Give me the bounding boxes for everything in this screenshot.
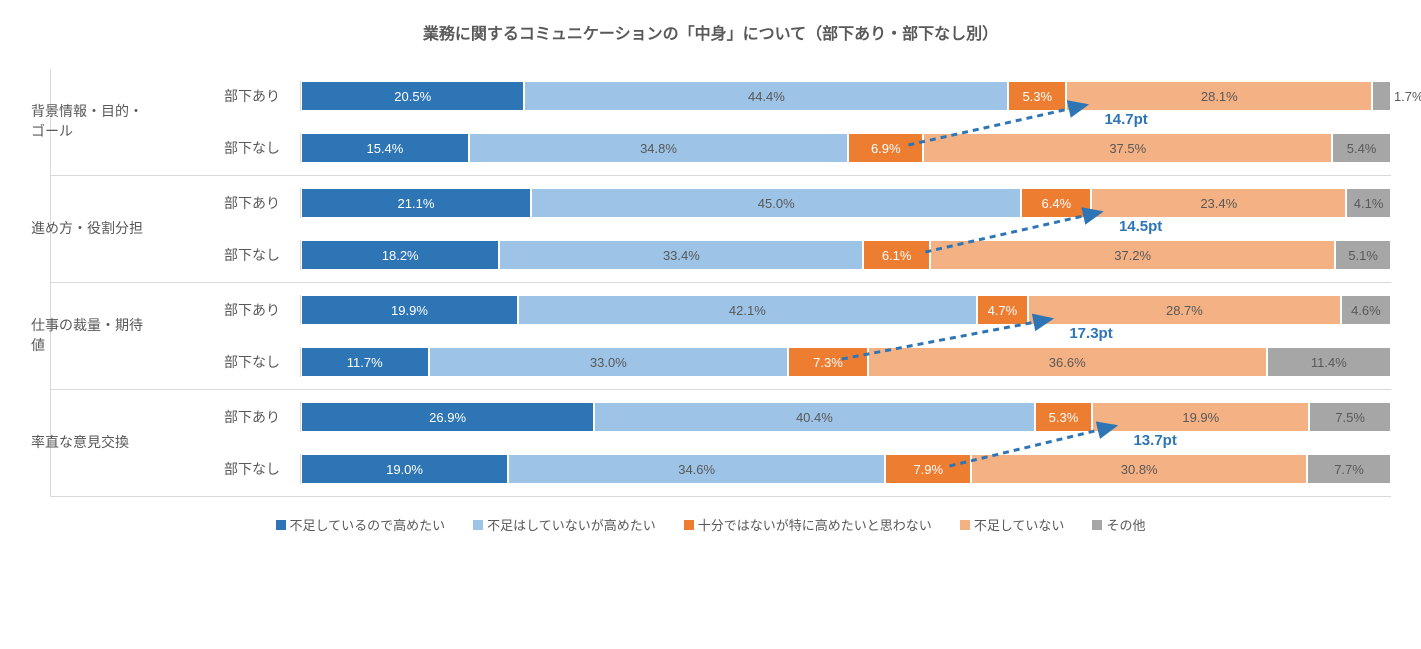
legend-swatch: [960, 520, 970, 530]
legend-item: その他: [1092, 515, 1145, 534]
stacked-bar: 26.9%40.4%5.3%19.9%7.5%: [301, 402, 1391, 432]
group-rows: 部下あり21.1%45.0%6.4%23.4%4.1%部下なし18.2%33.4…: [181, 176, 1391, 282]
legend-item: 不足していない: [960, 515, 1065, 534]
row-label: 部下なし: [181, 454, 301, 484]
legend-swatch: [276, 520, 286, 530]
stacked-bar: 19.9%42.1%4.7%28.7%4.6%: [301, 295, 1391, 325]
group-rows: 部下あり19.9%42.1%4.7%28.7%4.6%部下なし11.7%33.0…: [181, 283, 1391, 389]
bar-row: 部下なし15.4%34.8%6.9%37.5%5.4%: [181, 133, 1391, 163]
bar-segment: 5.4%: [1332, 133, 1391, 163]
bar-row: 部下なし18.2%33.4%6.1%37.2%5.1%: [181, 240, 1391, 270]
bar-segment: 34.6%: [508, 454, 885, 484]
chart-group: 率直な意見交換部下あり26.9%40.4%5.3%19.9%7.5%部下なし19…: [51, 389, 1391, 496]
gap-annotation: 14.7pt: [1104, 111, 1147, 128]
bar-segment: 7.3%: [788, 347, 868, 377]
bar-segment: 11.7%: [301, 347, 429, 377]
stacked-bar: 21.1%45.0%6.4%23.4%4.1%: [301, 188, 1391, 218]
group-rows: 部下あり20.5%44.4%5.3%28.1%1.7%部下なし15.4%34.8…: [181, 69, 1391, 175]
gap-annotation: 13.7pt: [1133, 432, 1176, 449]
bar-segment: 4.1%: [1346, 188, 1391, 218]
bar-segment: 5.3%: [1008, 81, 1066, 111]
bar-segment: 18.2%: [301, 240, 499, 270]
bar-segment: 7.7%: [1307, 454, 1391, 484]
legend-label: 不足していない: [974, 515, 1065, 534]
bar-segment: 19.9%: [1092, 402, 1309, 432]
chart-area: 背景情報・目的・ゴール部下あり20.5%44.4%5.3%28.1%1.7%部下…: [50, 69, 1391, 497]
bar-segment: 42.1%: [518, 295, 977, 325]
bar-segment: 19.9%: [301, 295, 518, 325]
legend-label: 十分ではないが特に高めたいと思わない: [698, 515, 932, 534]
bar-row: 部下あり21.1%45.0%6.4%23.4%4.1%: [181, 188, 1391, 218]
bar-row: 部下あり20.5%44.4%5.3%28.1%1.7%: [181, 81, 1391, 111]
bar-segment: 45.0%: [531, 188, 1022, 218]
legend-label: 不足しているので高めたい: [290, 515, 446, 534]
row-label: 部下なし: [181, 133, 301, 163]
bar-segment: 36.6%: [868, 347, 1267, 377]
row-label: 部下なし: [181, 240, 301, 270]
bar-row: 部下なし11.7%33.0%7.3%36.6%11.4%: [181, 347, 1391, 377]
bar-segment: 34.8%: [469, 133, 848, 163]
legend: 不足しているので高めたい 不足はしていないが高めたい 十分ではないが特に高めたいと思…: [30, 515, 1391, 534]
group-rows: 部下あり26.9%40.4%5.3%19.9%7.5%部下なし19.0%34.6…: [181, 390, 1391, 496]
group-label: 仕事の裁量・期待値: [31, 283, 161, 389]
bar-segment: 33.0%: [429, 347, 789, 377]
bar-segment: 15.4%: [301, 133, 469, 163]
bar-segment: 5.1%: [1335, 240, 1391, 270]
bar-segment: 30.8%: [971, 454, 1307, 484]
bar-segment: 44.4%: [524, 81, 1008, 111]
bar-segment: 28.7%: [1028, 295, 1341, 325]
stacked-bar: 19.0%34.6%7.9%30.8%7.7%: [301, 454, 1391, 484]
group-label: 背景情報・目的・ゴール: [31, 69, 161, 175]
legend-item: 不足しているので高めたい: [276, 515, 446, 534]
bar-segment: 26.9%: [301, 402, 594, 432]
chart-title: 業務に関するコミュニケーションの「中身」について（部下あり・部下なし別）: [30, 20, 1391, 44]
row-label: 部下なし: [181, 347, 301, 377]
legend-swatch: [684, 520, 694, 530]
bar-segment: 23.4%: [1091, 188, 1346, 218]
chart-group: 背景情報・目的・ゴール部下あり20.5%44.4%5.3%28.1%1.7%部下…: [51, 69, 1391, 175]
chart-group: 仕事の裁量・期待値部下あり19.9%42.1%4.7%28.7%4.6%部下なし…: [51, 282, 1391, 389]
bar-segment: 28.1%: [1066, 81, 1372, 111]
bar-segment: 37.5%: [923, 133, 1332, 163]
bar-segment: 33.4%: [499, 240, 863, 270]
row-label: 部下あり: [181, 188, 301, 218]
bar-segment: 19.0%: [301, 454, 508, 484]
bar-row: 部下あり26.9%40.4%5.3%19.9%7.5%: [181, 402, 1391, 432]
row-label: 部下あり: [181, 295, 301, 325]
bar-segment: 6.1%: [863, 240, 929, 270]
gap-annotation: 14.5pt: [1119, 218, 1162, 235]
bar-segment: 1.7%: [1372, 81, 1391, 111]
bar-segment: 6.4%: [1021, 188, 1091, 218]
legend-label: 不足はしていないが高めたい: [487, 515, 656, 534]
legend-label: その他: [1106, 515, 1145, 534]
row-label: 部下あり: [181, 402, 301, 432]
bar-segment: 7.5%: [1309, 402, 1391, 432]
group-label: 率直な意見交換: [31, 390, 161, 496]
stacked-bar: 11.7%33.0%7.3%36.6%11.4%: [301, 347, 1391, 377]
bar-segment: 11.4%: [1267, 347, 1391, 377]
legend-swatch: [1092, 520, 1102, 530]
bar-segment: 5.3%: [1035, 402, 1093, 432]
bar-segment: 4.6%: [1341, 295, 1391, 325]
bar-segment: 37.2%: [930, 240, 1335, 270]
stacked-bar: 20.5%44.4%5.3%28.1%1.7%: [301, 81, 1391, 111]
bar-segment: 21.1%: [301, 188, 531, 218]
group-label: 進め方・役割分担: [31, 176, 161, 282]
legend-item: 不足はしていないが高めたい: [473, 515, 656, 534]
bar-row: 部下なし19.0%34.6%7.9%30.8%7.7%: [181, 454, 1391, 484]
stacked-bar: 18.2%33.4%6.1%37.2%5.1%: [301, 240, 1391, 270]
legend-item: 十分ではないが特に高めたいと思わない: [684, 515, 932, 534]
gap-annotation: 17.3pt: [1069, 325, 1112, 342]
legend-swatch: [473, 520, 483, 530]
bar-segment: 40.4%: [594, 402, 1034, 432]
chart-group: 進め方・役割分担部下あり21.1%45.0%6.4%23.4%4.1%部下なし1…: [51, 175, 1391, 282]
stacked-bar: 15.4%34.8%6.9%37.5%5.4%: [301, 133, 1391, 163]
bar-row: 部下あり19.9%42.1%4.7%28.7%4.6%: [181, 295, 1391, 325]
segment-value: 1.7%: [1390, 89, 1421, 104]
bar-segment: 4.7%: [977, 295, 1028, 325]
row-label: 部下あり: [181, 81, 301, 111]
bar-segment: 20.5%: [301, 81, 524, 111]
bar-segment: 7.9%: [885, 454, 971, 484]
bar-segment: 6.9%: [848, 133, 923, 163]
